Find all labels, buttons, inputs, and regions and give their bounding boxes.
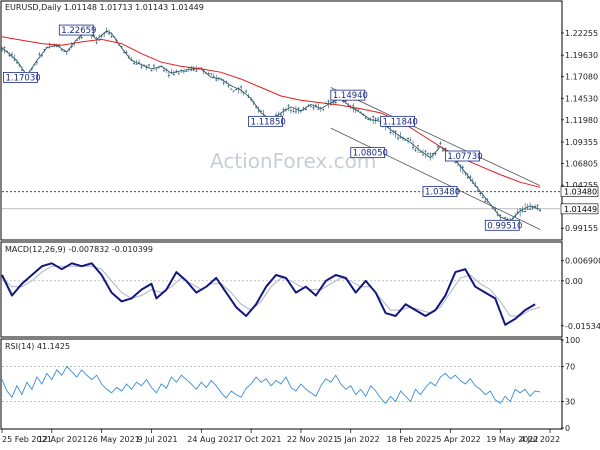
swing-label: 1.14940	[333, 91, 368, 101]
swing-label-box	[350, 147, 386, 159]
swing-label: 1.11850	[251, 117, 286, 127]
current-price-tag-box	[560, 203, 599, 215]
rsi-y-tick-label: 70	[565, 362, 575, 371]
x-tick-label: 19 May 2022	[486, 435, 538, 444]
swing-label: 1.17030	[5, 73, 40, 83]
x-tick-label: 5 Jan 2022	[337, 435, 380, 444]
price-y-tick-label: 1.22255	[565, 29, 598, 38]
swing-label-box	[248, 115, 284, 127]
x-tick-label: 25 Feb 2021	[2, 435, 52, 444]
current-price-tag: 1.01449	[564, 205, 597, 214]
swing-label: 1.11840	[383, 117, 418, 127]
axis-layer: 1.22255 1.19630 1.17080 1.14530 1.11980 1.093…	[1, 29, 600, 444]
macd-y-tick-label: 0.006900	[565, 257, 600, 266]
price-y-tick-label: 1.17080	[565, 73, 598, 82]
price-y-tick-label: 1.19630	[565, 51, 598, 60]
macd-layer	[1, 262, 560, 326]
macd-header: MACD(12,26,9) -0.007832 -0.010399	[5, 245, 153, 254]
swing-label-box	[330, 89, 366, 101]
swing-label-box	[484, 219, 520, 231]
reference-level-tag-box	[560, 186, 599, 197]
macd-line	[1, 262, 536, 326]
macd-signal-line	[1, 265, 541, 317]
x-tick-label: 24 Aug 2021	[187, 435, 238, 444]
reference-level-tag: 1.03480	[564, 188, 597, 197]
watermark: ActionForex.com	[210, 149, 376, 173]
swing-label: 1.08050	[353, 149, 388, 159]
channel-upper-line	[330, 87, 541, 186]
swing-label: 0.99510	[487, 221, 522, 231]
swing-label: 1.07730	[447, 152, 482, 162]
macd-y-tick-label: -0.015348	[565, 322, 600, 331]
x-tick-label: 18 Feb 2022	[387, 435, 437, 444]
price-layer: 1.22659 1.17030 1.14940 1.11850 1.11840 1.080…	[1, 24, 560, 231]
x-tick-label: 9 Jul 2021	[137, 435, 177, 444]
swing-label-box	[58, 24, 94, 36]
price-y-tick-label: 0.99155	[565, 224, 598, 233]
x-tick-label: 7 Oct 2021	[237, 435, 281, 444]
macd-panel-frame	[0, 241, 563, 338]
swing-label: 1.03480	[425, 188, 460, 198]
price-y-tick-label: 1.11980	[565, 116, 598, 125]
swing-label-box	[422, 186, 458, 197]
price-header: EURUSD,Daily 1.01148 1.01713 1.01143 1.0…	[5, 3, 204, 12]
price-y-tick-label: 1.09355	[565, 138, 598, 147]
price-y-tick-label: 1.04255	[565, 181, 598, 190]
rsi-line	[1, 365, 541, 405]
channel-lower-line	[330, 127, 541, 230]
macd-y-tick-label: 0.00	[565, 277, 583, 286]
rsi-y-tick-label: 0	[565, 424, 570, 433]
x-tick-label: 4 Jul 2022	[520, 435, 560, 444]
x-tick-label: 22 Nov 2021	[287, 435, 338, 444]
price-y-tick-label: 1.06805	[565, 160, 598, 169]
rsi-header: RSI(14) 41.1425	[5, 342, 70, 351]
price-y-tick-label: 1.14530	[565, 94, 598, 103]
swing-label-box	[380, 115, 416, 127]
rsi-y-tick-label: 30	[565, 398, 575, 407]
rsi-layer	[1, 365, 560, 405]
x-tick-label: 26 May 2021	[88, 435, 140, 444]
x-tick-label: 12 Apr 2021	[38, 435, 87, 444]
swing-label: 1.22659	[61, 26, 96, 36]
swing-label-box	[3, 71, 38, 83]
swing-label-box	[445, 150, 480, 162]
rsi-y-tick-label: 100	[565, 336, 580, 345]
x-tick-label: 5 Apr 2022	[436, 435, 480, 444]
